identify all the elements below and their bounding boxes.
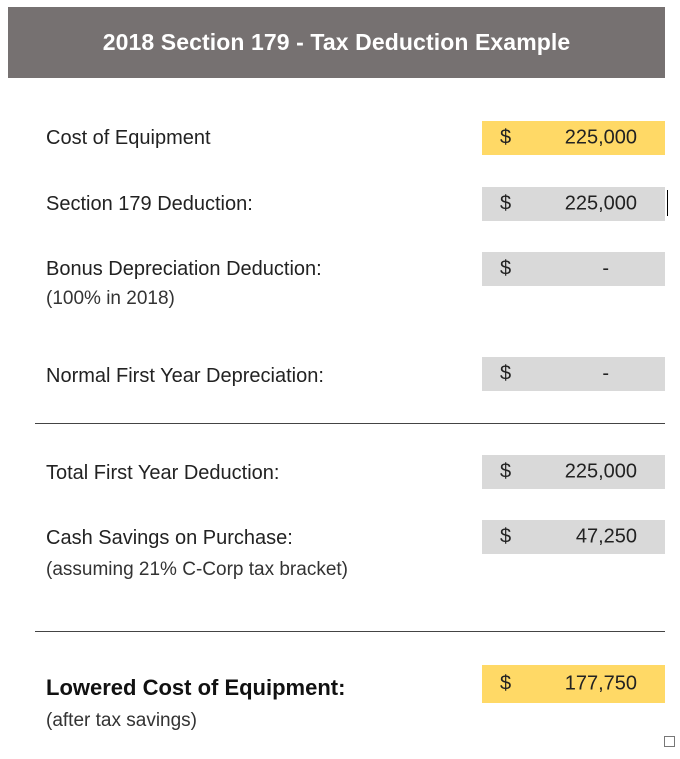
cost-of-equipment-label: Cost of Equipment [46,127,211,149]
total-first-year-deduction-amount: 225,000 [564,460,637,483]
title-banner: 2018 Section 179 - Tax Deduction Example [8,7,665,78]
total-first-year-deduction-value-box[interactable]: $ 225,000 [482,455,665,489]
normal-first-year-depreciation-label: Normal First Year Depreciation: [46,365,324,387]
lowered-cost-note: (after tax savings) [46,710,197,731]
currency-symbol: $ [500,362,512,385]
cash-savings-note: (assuming 21% C-Corp tax bracket) [46,559,348,580]
bonus-depreciation-label: Bonus Depreciation Deduction: [46,258,322,280]
currency-symbol: $ [500,257,512,280]
normal-first-year-depreciation-amount: - [602,362,609,385]
lowered-cost-value-box[interactable]: $ 177,750 [482,665,665,703]
section-divider [35,423,665,424]
section-179-deduction-amount: 225,000 [564,192,637,215]
section-divider [35,631,665,632]
section-179-deduction-value-box[interactable]: $ 225,000 [482,187,665,221]
normal-first-year-depreciation-value-box[interactable]: $ - [482,357,665,391]
resize-handle-icon[interactable] [664,736,675,747]
total-first-year-deduction-label: Total First Year Deduction: [46,462,280,484]
page-title: 2018 Section 179 - Tax Deduction Example [102,29,571,55]
currency-symbol: $ [500,672,512,695]
cash-savings-amount: 47,250 [575,525,637,548]
section-179-deduction-label: Section 179 Deduction: [46,193,253,215]
currency-symbol: $ [500,525,512,548]
cost-of-equipment-value-box[interactable]: $ 225,000 [482,121,665,155]
text-cursor [667,190,668,216]
currency-symbol: $ [500,126,512,149]
currency-symbol: $ [500,460,512,483]
bonus-depreciation-note: (100% in 2018) [46,288,175,309]
bonus-depreciation-amount: - [602,257,609,280]
lowered-cost-amount: 177,750 [564,672,637,695]
cost-of-equipment-amount: 225,000 [564,126,637,149]
currency-symbol: $ [500,192,512,215]
bonus-depreciation-value-box[interactable]: $ - [482,252,665,286]
cash-savings-label: Cash Savings on Purchase: [46,527,293,549]
cash-savings-value-box[interactable]: $ 47,250 [482,520,665,554]
lowered-cost-label: Lowered Cost of Equipment: [46,675,346,700]
